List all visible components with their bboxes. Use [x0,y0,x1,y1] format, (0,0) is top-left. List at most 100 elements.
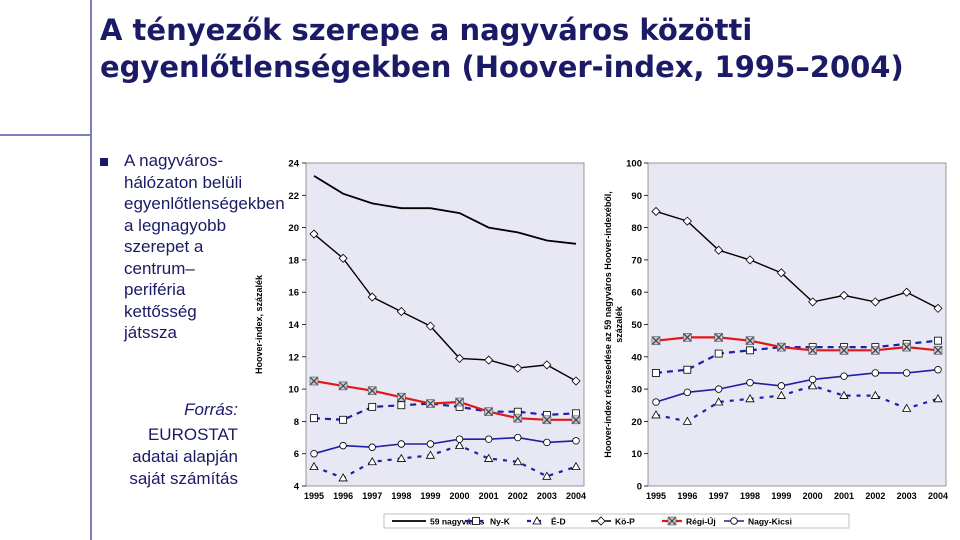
chart-1-series-kop-point [425,321,436,331]
chart-1-ytick-label: 4 [294,482,300,493]
chart-2-series-kop-line [655,210,939,309]
chart-1-ytick-label: 18 [288,255,299,266]
chart-1-series-ed [309,440,581,482]
chart-1-ytick-label: 16 [288,288,299,299]
chart-2-series-regi-point-cross [714,333,723,342]
chart-2-series-kop-point [682,216,692,226]
chart-2-series-ed-point [682,416,693,425]
chart-1-series-regi-point-cross [572,415,580,424]
chart-2-series-kop-point [839,290,849,300]
chart-1-series-s59 [313,175,577,245]
chart-1-series-nagy [310,433,580,458]
chart-1-series-regi-point-cross [426,399,435,408]
chart-2-series-nyk-point [683,365,692,374]
chart-2-ytick-label: 90 [631,191,642,202]
bullet-square-icon [100,158,108,166]
chart-2-series-ed-point [776,390,787,399]
chart-2-series-regi-point-cross [683,333,692,342]
chart-2-plot-area [647,162,947,487]
chart-2-series-nagy-line [655,368,939,403]
source-text: EUROSTAT adatai alapján saját számítás [129,425,238,488]
chart-2-series-nagy-point [902,369,911,377]
chart-2-series-ed-point [870,390,881,399]
chart-1-series-regi-point-cross [397,393,406,402]
chart-1-xtick-label: 2002 [508,491,528,501]
chart-2-series-regi-point-cross [777,343,786,352]
chart-2-xtick-label: 2002 [865,491,885,501]
chart-2-ytick-label: 60 [631,288,642,299]
chart-1-ytick-label: 6 [294,449,299,460]
chart-1: 4 6 8 10 12 14 16 18 20 22 24 1995 1996 1997 1998 1999 2… [254,159,586,502]
chart-2-series-ed-point [901,403,912,412]
chart-2-xtick-label: 1997 [709,491,729,501]
chart-1-xtick-label: 1998 [391,491,411,501]
chart-1-series-ed-point [513,456,523,466]
legend-nyk-marker [472,517,480,525]
chart-1-xtick-label: 1995 [304,491,324,501]
chart-1-xtick-label: 2004 [566,491,586,501]
chart-2-series-nagy-point [840,372,848,380]
chart-1-series-nagy-point [484,435,493,443]
chart-2-ytick-label: 10 [631,449,642,460]
chart-1-series-nagy-point [426,440,435,448]
chart-1-ytick-label: 24 [288,159,299,170]
chart-1-ytick-label: 8 [294,417,299,428]
chart-2-series-regi-point-cross [652,336,660,345]
chart-2-ytick-label: 40 [631,352,642,363]
chart-1-series-kop-point [454,353,465,363]
chart-2-series-nyk-point [934,336,942,345]
chart-1-series-ed-point [571,461,581,471]
chart-2-xtick-label: 2003 [897,491,917,501]
chart-1-ytick-label: 14 [288,320,299,331]
chart-2-series-kop-point [902,287,912,297]
legend-nyk-label: Ny-K [490,517,511,527]
chart-2-series-ed-line [655,384,939,423]
chart-2-xtick-label: 1995 [646,491,666,501]
chart-2-ytick-label: 100 [626,159,642,170]
chart-1-ytick-label: 22 [288,191,299,202]
chart-2-xtick-label: 1998 [740,491,760,501]
chart-1-series-kop-point [367,292,377,302]
chart-1-series-nagy-point [339,441,347,450]
chart-1-series-ed-point [454,440,465,450]
chart-2-series-ed-point [651,410,661,419]
chart-1-series-nagy-point [310,450,318,458]
chart-1-series-kop-point [309,229,319,239]
chart-1-series-nagy-line [313,436,577,455]
chart-2-series-nyk-line [655,339,939,374]
chart-1-series-nyk-point [368,402,377,411]
chart-1-ytick-label: 10 [288,385,299,396]
chart-2-series-kop [651,206,943,313]
legend-s59-label: 59 nagyváros [430,517,485,527]
chart-1-series-nagy-point [397,440,406,448]
legend-kop-marker [596,516,606,526]
chart-2-ytick-label: 50 [631,320,642,331]
legend-ed-marker [532,516,542,525]
chart-1-series-regi-point-cross [484,407,493,416]
chart-2-xtick-label: 2004 [928,491,948,501]
chart-1-series-kop-point [338,253,348,263]
chart-2-series-nyk-point [746,346,754,355]
legend-kop-label: Kö-P [615,517,635,527]
chart-2-series-kop-point [776,268,786,278]
chart-2-series-nagy-point [871,369,880,377]
chart-2-series-ed-point [745,393,755,403]
chart-2-series-ed-point [839,390,849,399]
chart-1-series-nyk-point [397,401,406,410]
chart-2-series-nagy-point [714,385,723,393]
chart-1-series-regi-point-cross [339,381,348,390]
chart-1-xtick-label: 2000 [450,491,470,501]
chart-2-xtick-label: 2001 [834,491,854,501]
chart-2-ytick-label: 20 [631,417,642,428]
chart-1-xtick-label: 1996 [333,491,353,501]
chart-2-series-regi-point-cross [746,336,754,345]
legend-regi-marker-cross [668,517,676,525]
chart-2-series-kop-point [808,297,818,307]
chart-2-xtick-label: 1996 [677,491,697,501]
chart-1-series-nagy-point [368,443,376,451]
chart-2-series-regi-point-cross [902,343,911,352]
chart-2-y-axis-label: Hoover-index részesedése az 59 nagyváros… [603,191,624,458]
bullet-text: A nagyváros-hálózaton belüli egyenlőtlen… [124,151,285,342]
chart-1-series-nyk-line [313,402,577,421]
accent-horizontal-rule [0,134,92,136]
